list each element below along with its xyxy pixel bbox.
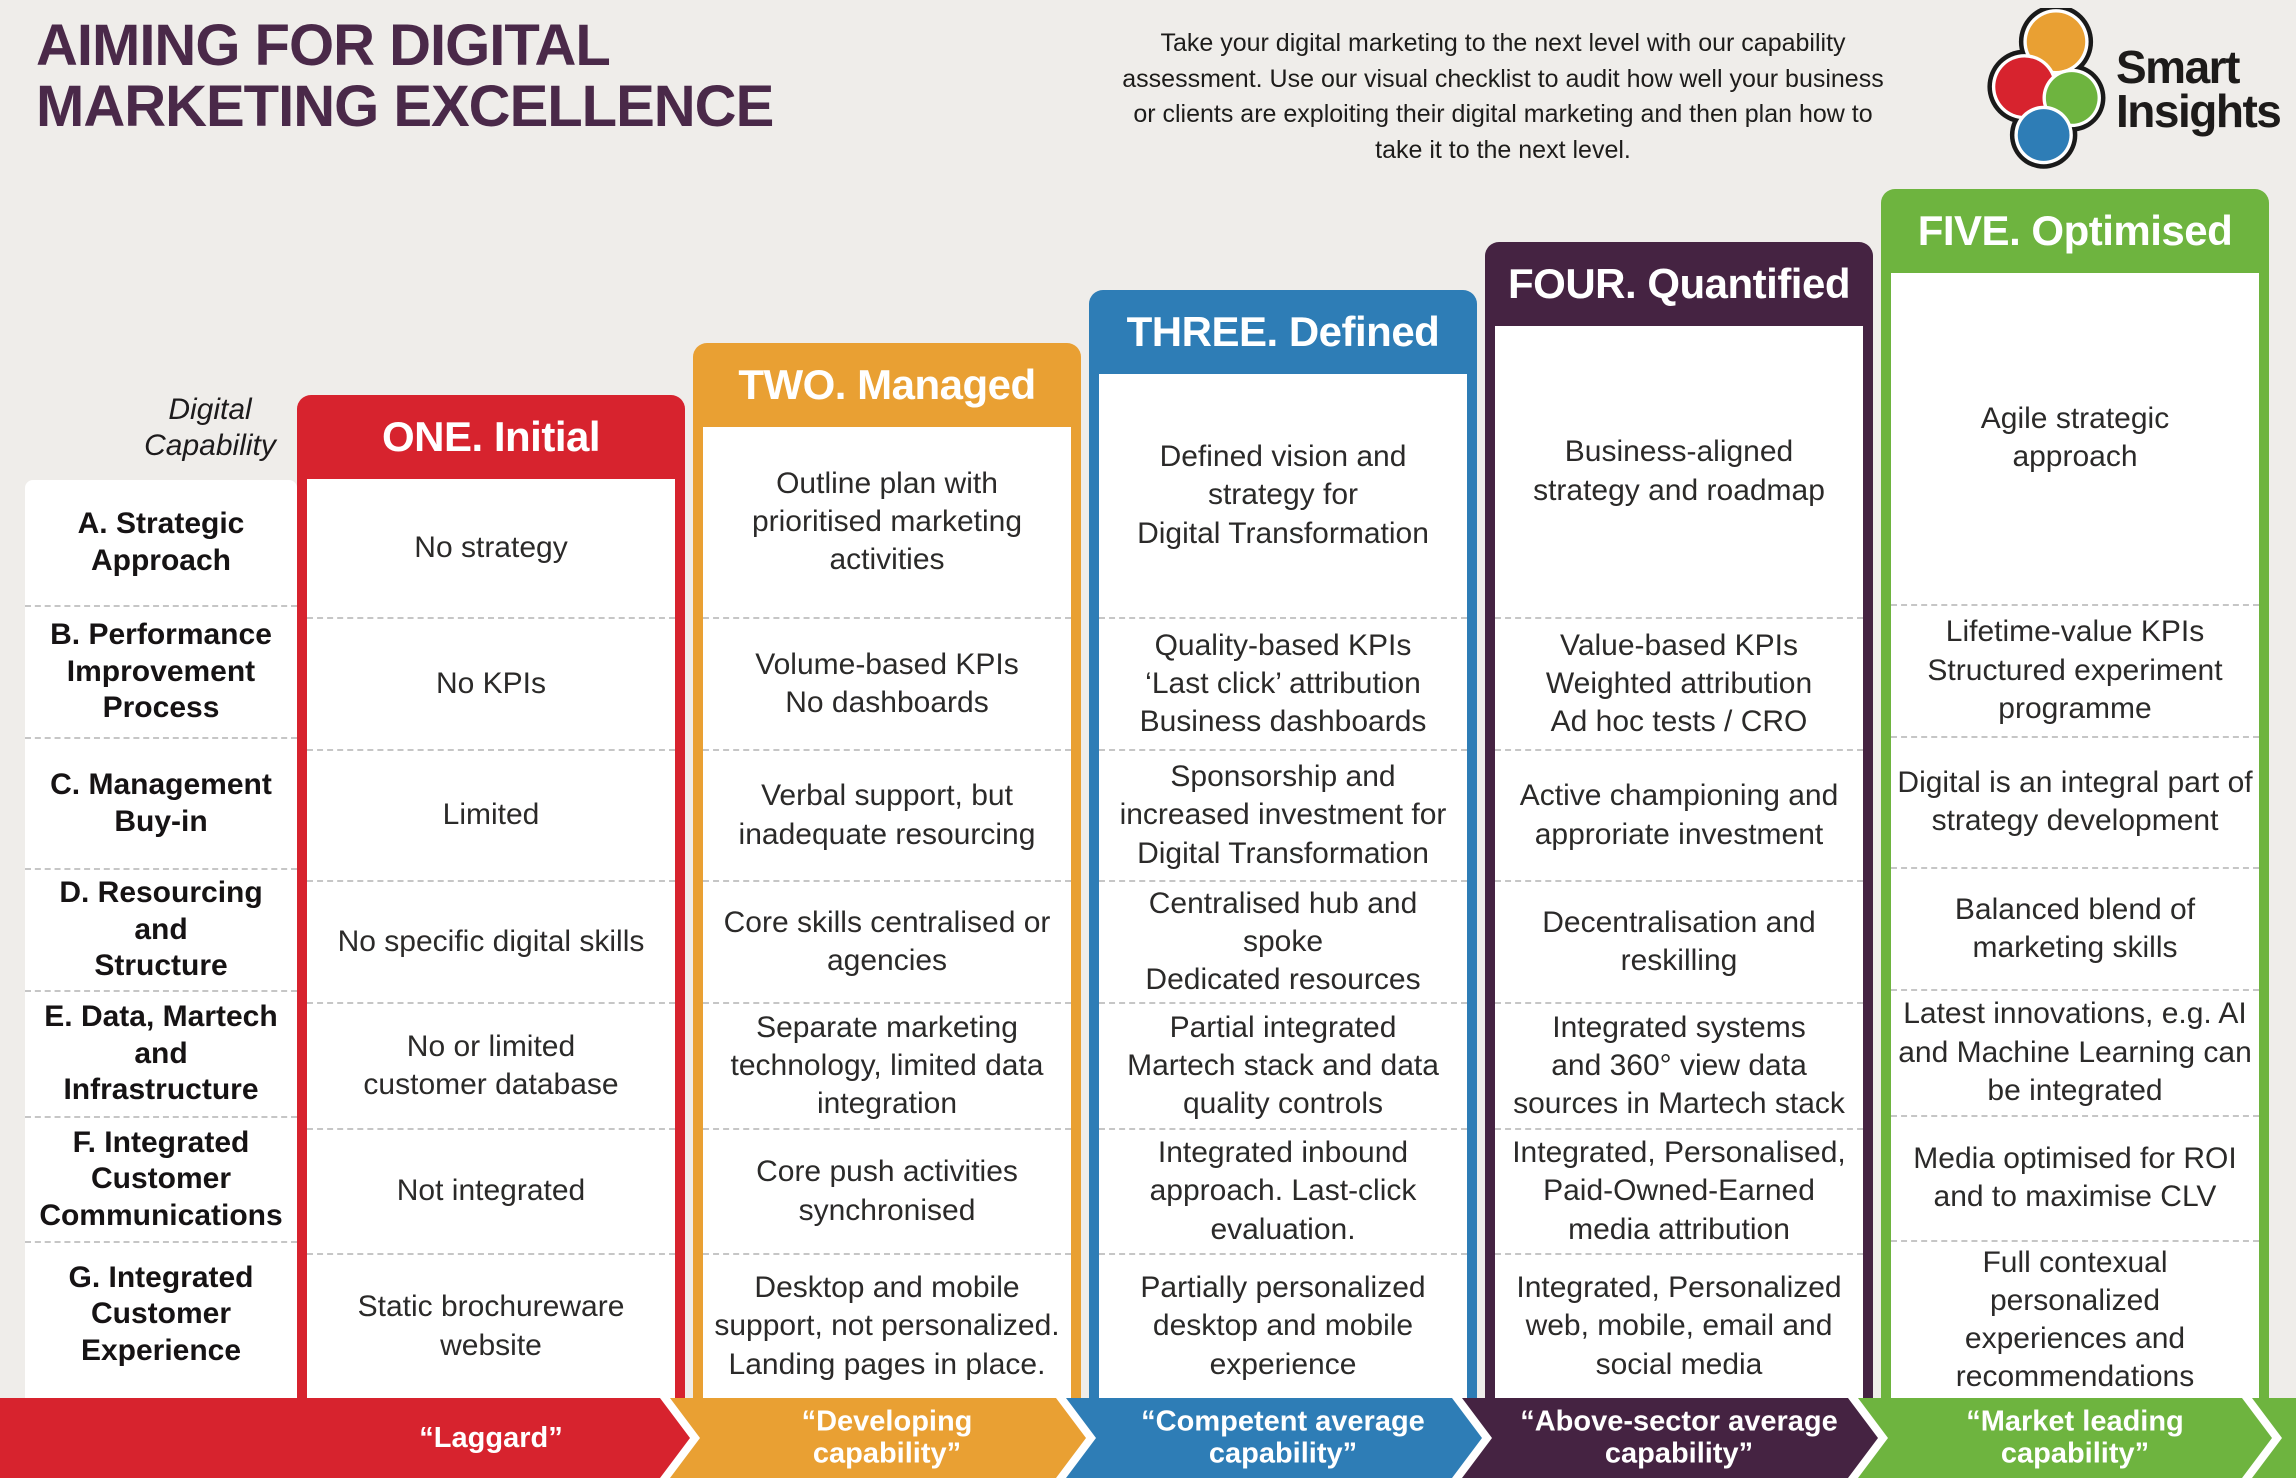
banner-label-one: “Laggard” [419,1421,563,1454]
cell-two-e: Separate marketing technology, limited d… [703,1004,1071,1130]
column-header-five: FIVE. Optimised [1881,189,2269,273]
cell-five-f: Media optimised for ROI and to maximise … [1891,1117,2259,1242]
column-body-five: Agile strategic approach Lifetime-value K… [1881,273,2269,1398]
cell-five-e: Latest innovations, e.g. AI and Machine … [1891,991,2259,1117]
cell-five-d: Balanced blend of marketing skills [1891,869,2259,991]
page-title: AIMING FOR DIGITAL MARKETING EXCELLENCE [36,13,774,139]
intro-text: Take your digital marketing to the next … [1122,29,1884,164]
cell-three-c: Sponsorship and increased investment for… [1099,751,1467,882]
row-label-f: F. Integrated Customer Communications [25,1118,297,1243]
maturity-banners: “Laggard” “Developing capability” “Compete… [0,1398,2296,1478]
cell-three-a: Defined vision and strategy for Digital … [1099,374,1467,619]
smart-insights-logo: Smart Insights [1984,8,2282,171]
column-body-one: No strategy No KPIs Limited No specific dig… [297,479,685,1398]
logo-word-insights: Insights [2116,84,2282,137]
cell-two-f: Core push activities synchronised [703,1130,1071,1255]
digital-capability-label: Digital Capability [144,393,276,462]
cell-one-f: Not integrated [307,1130,675,1255]
column-four: FOUR. Quantified Business-aligned strateg… [1485,242,1873,1398]
cell-one-c: Limited [307,751,675,882]
row-label-a: A. Strategic Approach [25,480,297,607]
column-body-three: Defined vision and strategy for Digital … [1089,374,1477,1398]
cell-five-b: Lifetime-value KPIs Structured experimen… [1891,606,2259,738]
column-header-three: THREE. Defined [1089,290,1477,374]
column-five: FIVE. Optimised Agile strategic approach L… [1881,189,2269,1398]
cell-one-b: No KPIs [307,619,675,751]
cell-four-a: Business-aligned strategy and roadmap [1495,326,1863,619]
logo-mark-icon [1987,8,2106,169]
cell-five-c: Digital is an integral part of strategy … [1891,738,2259,869]
row-label-b: B. Performance Improvement Process [25,607,297,739]
column-body-four: Business-aligned strategy and roadmap Val… [1485,326,1873,1398]
cell-two-a: Outline plan with prioritised marketing … [703,427,1071,619]
page-title-line2: MARKETING EXCELLENCE [36,73,774,139]
column-two: TWO. Managed Outline plan with prioritise… [693,343,1081,1398]
cell-four-e: Integrated systems and 360° view data so… [1495,1004,1863,1130]
cell-two-g: Desktop and mobile support, not personal… [714,1271,1060,1381]
column-header-one: ONE. Initial [297,395,685,479]
cell-four-d: Decentralisation and reskilling [1495,882,1863,1004]
logo-word-smart: Smart [2116,41,2240,94]
cell-three-d: Centralised hub and spoke Dedicated reso… [1099,882,1467,1004]
cell-five-g: Full contexual personalized experiences … [1955,1245,2195,1393]
banner-chevrons-icon [0,1398,2296,1478]
cell-four-c: Active championing and approriate invest… [1495,751,1863,882]
banner-label-three: “Competent average capability” [1141,1405,1425,1470]
cell-three-f: Integrated inbound approach. Last-click … [1099,1130,1467,1255]
cell-four-g: Integrated, Personalized web, mobile, em… [1516,1271,1842,1381]
column-one: ONE. Initial No strategy No KPIs Limited No … [297,395,685,1398]
page-title-line1: AIMING FOR DIGITAL [36,13,611,78]
cell-two-c: Verbal support, but inadequate resourcin… [703,751,1071,882]
logo-wordmark: Smart Insights [2116,41,2282,137]
row-label-c: C. Management Buy-in [25,739,297,870]
column-body-two: Outline plan with prioritised marketing … [693,427,1081,1398]
banner-label-two: “Developing capability” [801,1405,973,1470]
cell-one-d: No specific digital skills [307,882,675,1004]
row-label-e: E. Data, Martech and Infrastructure [25,992,297,1118]
cell-two-b: Volume-based KPIs No dashboards [703,619,1071,751]
cell-one-e: No or limited customer database [307,1004,675,1130]
banner-label-five: “Market leading capability” [1966,1405,2184,1470]
banner-label-four: “Above-sector average capability” [1520,1405,1838,1470]
cell-three-e: Partial integrated Martech stack and dat… [1099,1004,1467,1130]
column-header-four: FOUR. Quantified [1485,242,1873,326]
capability-row-labels: A. Strategic Approach B. Performance Impr… [25,480,297,1398]
row-label-g: G. Integrated Customer Experience [68,1260,254,1367]
cell-five-a: Agile strategic approach [1891,273,2259,606]
cell-three-b: Quality-based KPIs ‘Last click’ attribut… [1099,619,1467,751]
cell-three-g: Partially personalized desktop and mobil… [1140,1271,1426,1381]
column-three: THREE. Defined Defined vision and strateg… [1089,290,1477,1398]
column-header-two: TWO. Managed [693,343,1081,427]
cell-two-d: Core skills centralised or agencies [703,882,1071,1004]
row-label-d: D. Resourcing and Structure [25,870,297,992]
cell-four-b: Value-based KPIs Weighted attribution Ad… [1495,619,1863,751]
cell-four-f: Integrated, Personalised, Paid-Owned-Ear… [1495,1130,1863,1255]
cell-one-g: Static brochureware website [357,1290,625,1362]
cell-one-a: No strategy [307,479,675,619]
